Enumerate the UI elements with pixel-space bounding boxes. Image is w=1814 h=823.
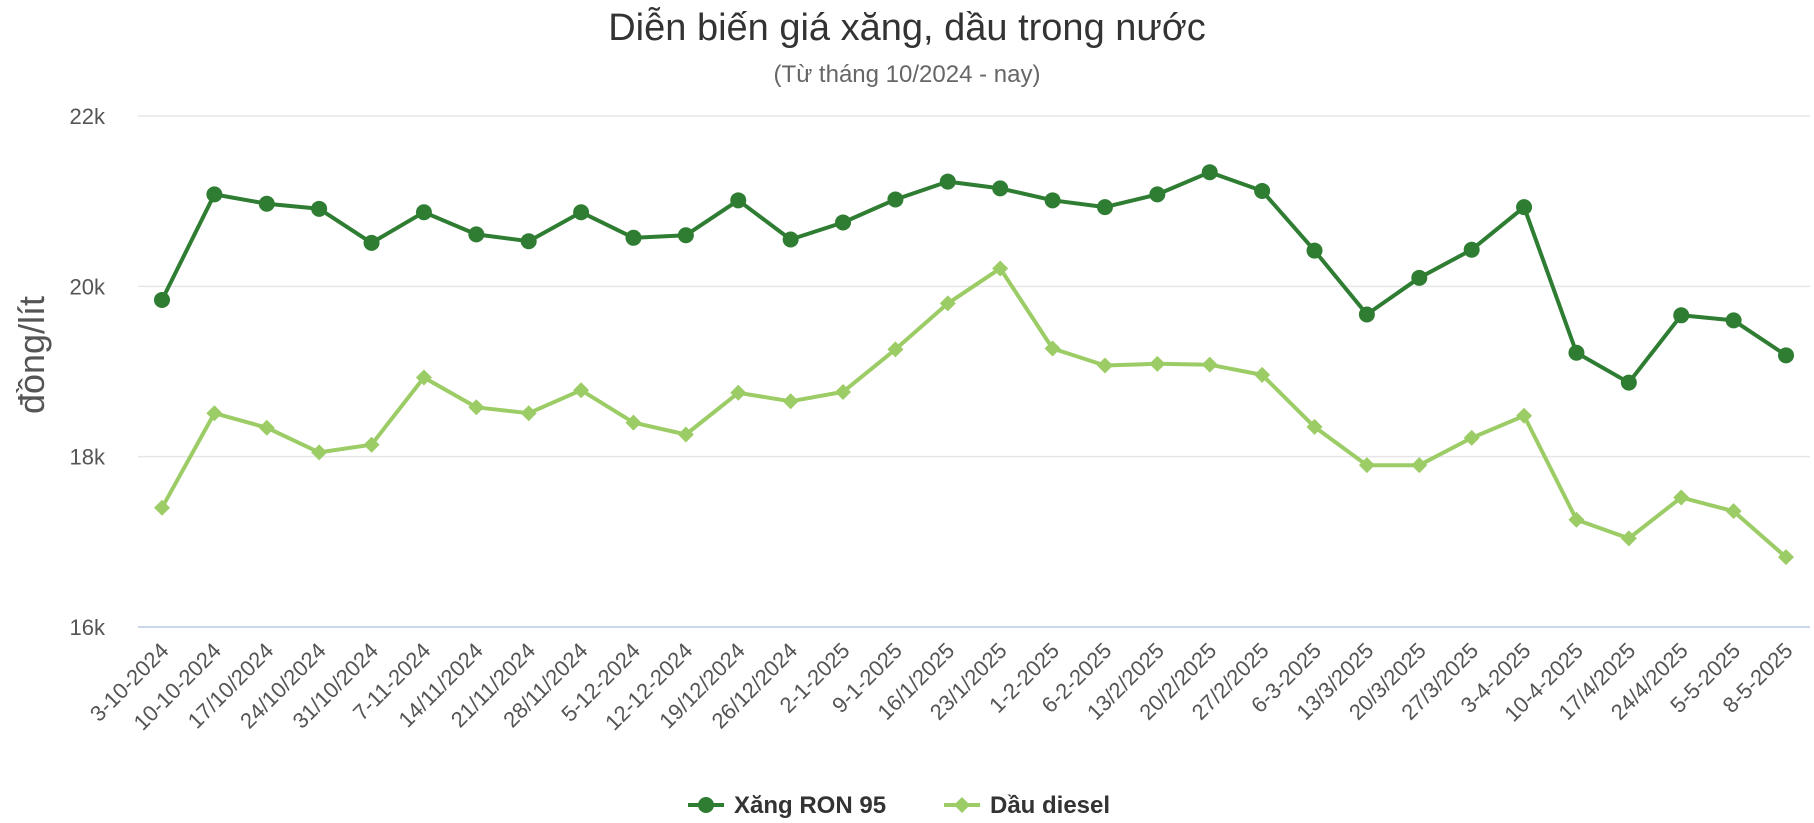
- data-point[interactable]: [730, 192, 747, 209]
- series-line: [160, 170, 1788, 385]
- data-point[interactable]: [573, 204, 590, 221]
- data-point[interactable]: [939, 173, 956, 190]
- data-point[interactable]: [520, 405, 537, 422]
- data-point[interactable]: [939, 295, 956, 312]
- data-point[interactable]: [1149, 186, 1166, 203]
- data-point[interactable]: [415, 369, 432, 386]
- data-point[interactable]: [1254, 366, 1271, 383]
- data-point[interactable]: [1096, 199, 1113, 216]
- data-point[interactable]: [1306, 242, 1323, 259]
- data-point[interactable]: [363, 234, 380, 251]
- legend-label: Xăng RON 95: [734, 792, 886, 819]
- y-tick-label: 16k: [70, 615, 106, 640]
- data-point[interactable]: [835, 214, 852, 231]
- data-point[interactable]: [1568, 344, 1585, 361]
- data-point[interactable]: [206, 186, 223, 203]
- series-line: [160, 266, 1788, 559]
- series-2: [154, 260, 1794, 566]
- data-point[interactable]: [363, 436, 380, 453]
- data-point[interactable]: [468, 399, 485, 416]
- data-point[interactable]: [1516, 407, 1533, 424]
- data-point[interactable]: [677, 426, 694, 443]
- data-point[interactable]: [677, 227, 694, 244]
- data-point[interactable]: [311, 444, 328, 461]
- data-point[interactable]: [1201, 356, 1218, 373]
- data-point[interactable]: [154, 291, 170, 308]
- data-point[interactable]: [1306, 418, 1323, 435]
- data-point[interactable]: [1201, 164, 1218, 181]
- data-point[interactable]: [730, 384, 747, 401]
- data-point[interactable]: [625, 414, 642, 431]
- data-point[interactable]: [835, 383, 852, 400]
- series-1: [154, 164, 1794, 391]
- data-point[interactable]: [1358, 457, 1375, 474]
- legend-marker: [954, 797, 970, 813]
- data-point[interactable]: [625, 229, 642, 246]
- data-point[interactable]: [1411, 269, 1428, 286]
- data-point[interactable]: [992, 260, 1009, 277]
- data-point[interactable]: [1516, 199, 1533, 216]
- data-point[interactable]: [1778, 347, 1794, 364]
- data-point[interactable]: [1254, 182, 1271, 199]
- x-axis-ticks: 3-10-202410-10-202417/10/202424/10/20243…: [85, 638, 1798, 735]
- data-point[interactable]: [573, 382, 590, 399]
- legend[interactable]: Xăng RON 95 Dầu diesel: [688, 792, 1110, 819]
- data-point[interactable]: [1044, 340, 1061, 357]
- data-point[interactable]: [1620, 374, 1637, 391]
- data-point[interactable]: [1620, 530, 1637, 547]
- y-axis-ticks: 16k 18k 20k 22k: [70, 104, 106, 640]
- data-point[interactable]: [415, 204, 432, 221]
- data-point[interactable]: [782, 231, 799, 248]
- data-point[interactable]: [1568, 511, 1585, 528]
- data-point[interactable]: [782, 393, 799, 410]
- data-point[interactable]: [1358, 306, 1375, 323]
- data-point[interactable]: [887, 341, 904, 358]
- data-point[interactable]: [1725, 312, 1742, 329]
- data-point[interactable]: [992, 180, 1009, 197]
- chart-title: Diễn biến giá xăng, dầu trong nước: [608, 6, 1206, 49]
- data-point[interactable]: [1411, 457, 1428, 474]
- grid-lines: [138, 115, 1810, 628]
- data-point[interactable]: [520, 233, 537, 250]
- legend-marker: [698, 797, 714, 813]
- data-point[interactable]: [1149, 355, 1166, 372]
- data-point[interactable]: [1044, 192, 1061, 209]
- data-point[interactable]: [206, 405, 223, 422]
- legend-label: Dầu diesel: [990, 792, 1110, 819]
- data-point[interactable]: [258, 195, 275, 212]
- data-point[interactable]: [1778, 549, 1794, 566]
- legend-item-1[interactable]: Xăng RON 95: [688, 792, 886, 819]
- series-layer: [154, 164, 1794, 566]
- data-point[interactable]: [1725, 503, 1742, 520]
- data-point[interactable]: [1463, 429, 1480, 446]
- data-point[interactable]: [1096, 357, 1113, 374]
- data-point[interactable]: [468, 226, 485, 243]
- data-point[interactable]: [1673, 489, 1690, 506]
- data-point[interactable]: [311, 200, 328, 217]
- y-axis-label: đồng/lít: [11, 296, 52, 414]
- y-tick-label: 22k: [70, 104, 106, 129]
- data-point[interactable]: [887, 191, 904, 208]
- data-point[interactable]: [1673, 307, 1690, 324]
- data-point[interactable]: [154, 499, 170, 516]
- y-tick-label: 18k: [70, 445, 106, 470]
- legend-item-2[interactable]: Dầu diesel: [944, 792, 1110, 819]
- y-tick-label: 20k: [70, 274, 106, 299]
- data-point[interactable]: [1463, 241, 1480, 258]
- chart-subtitle: (Từ tháng 10/2024 - nay): [774, 61, 1041, 88]
- data-point[interactable]: [258, 419, 275, 436]
